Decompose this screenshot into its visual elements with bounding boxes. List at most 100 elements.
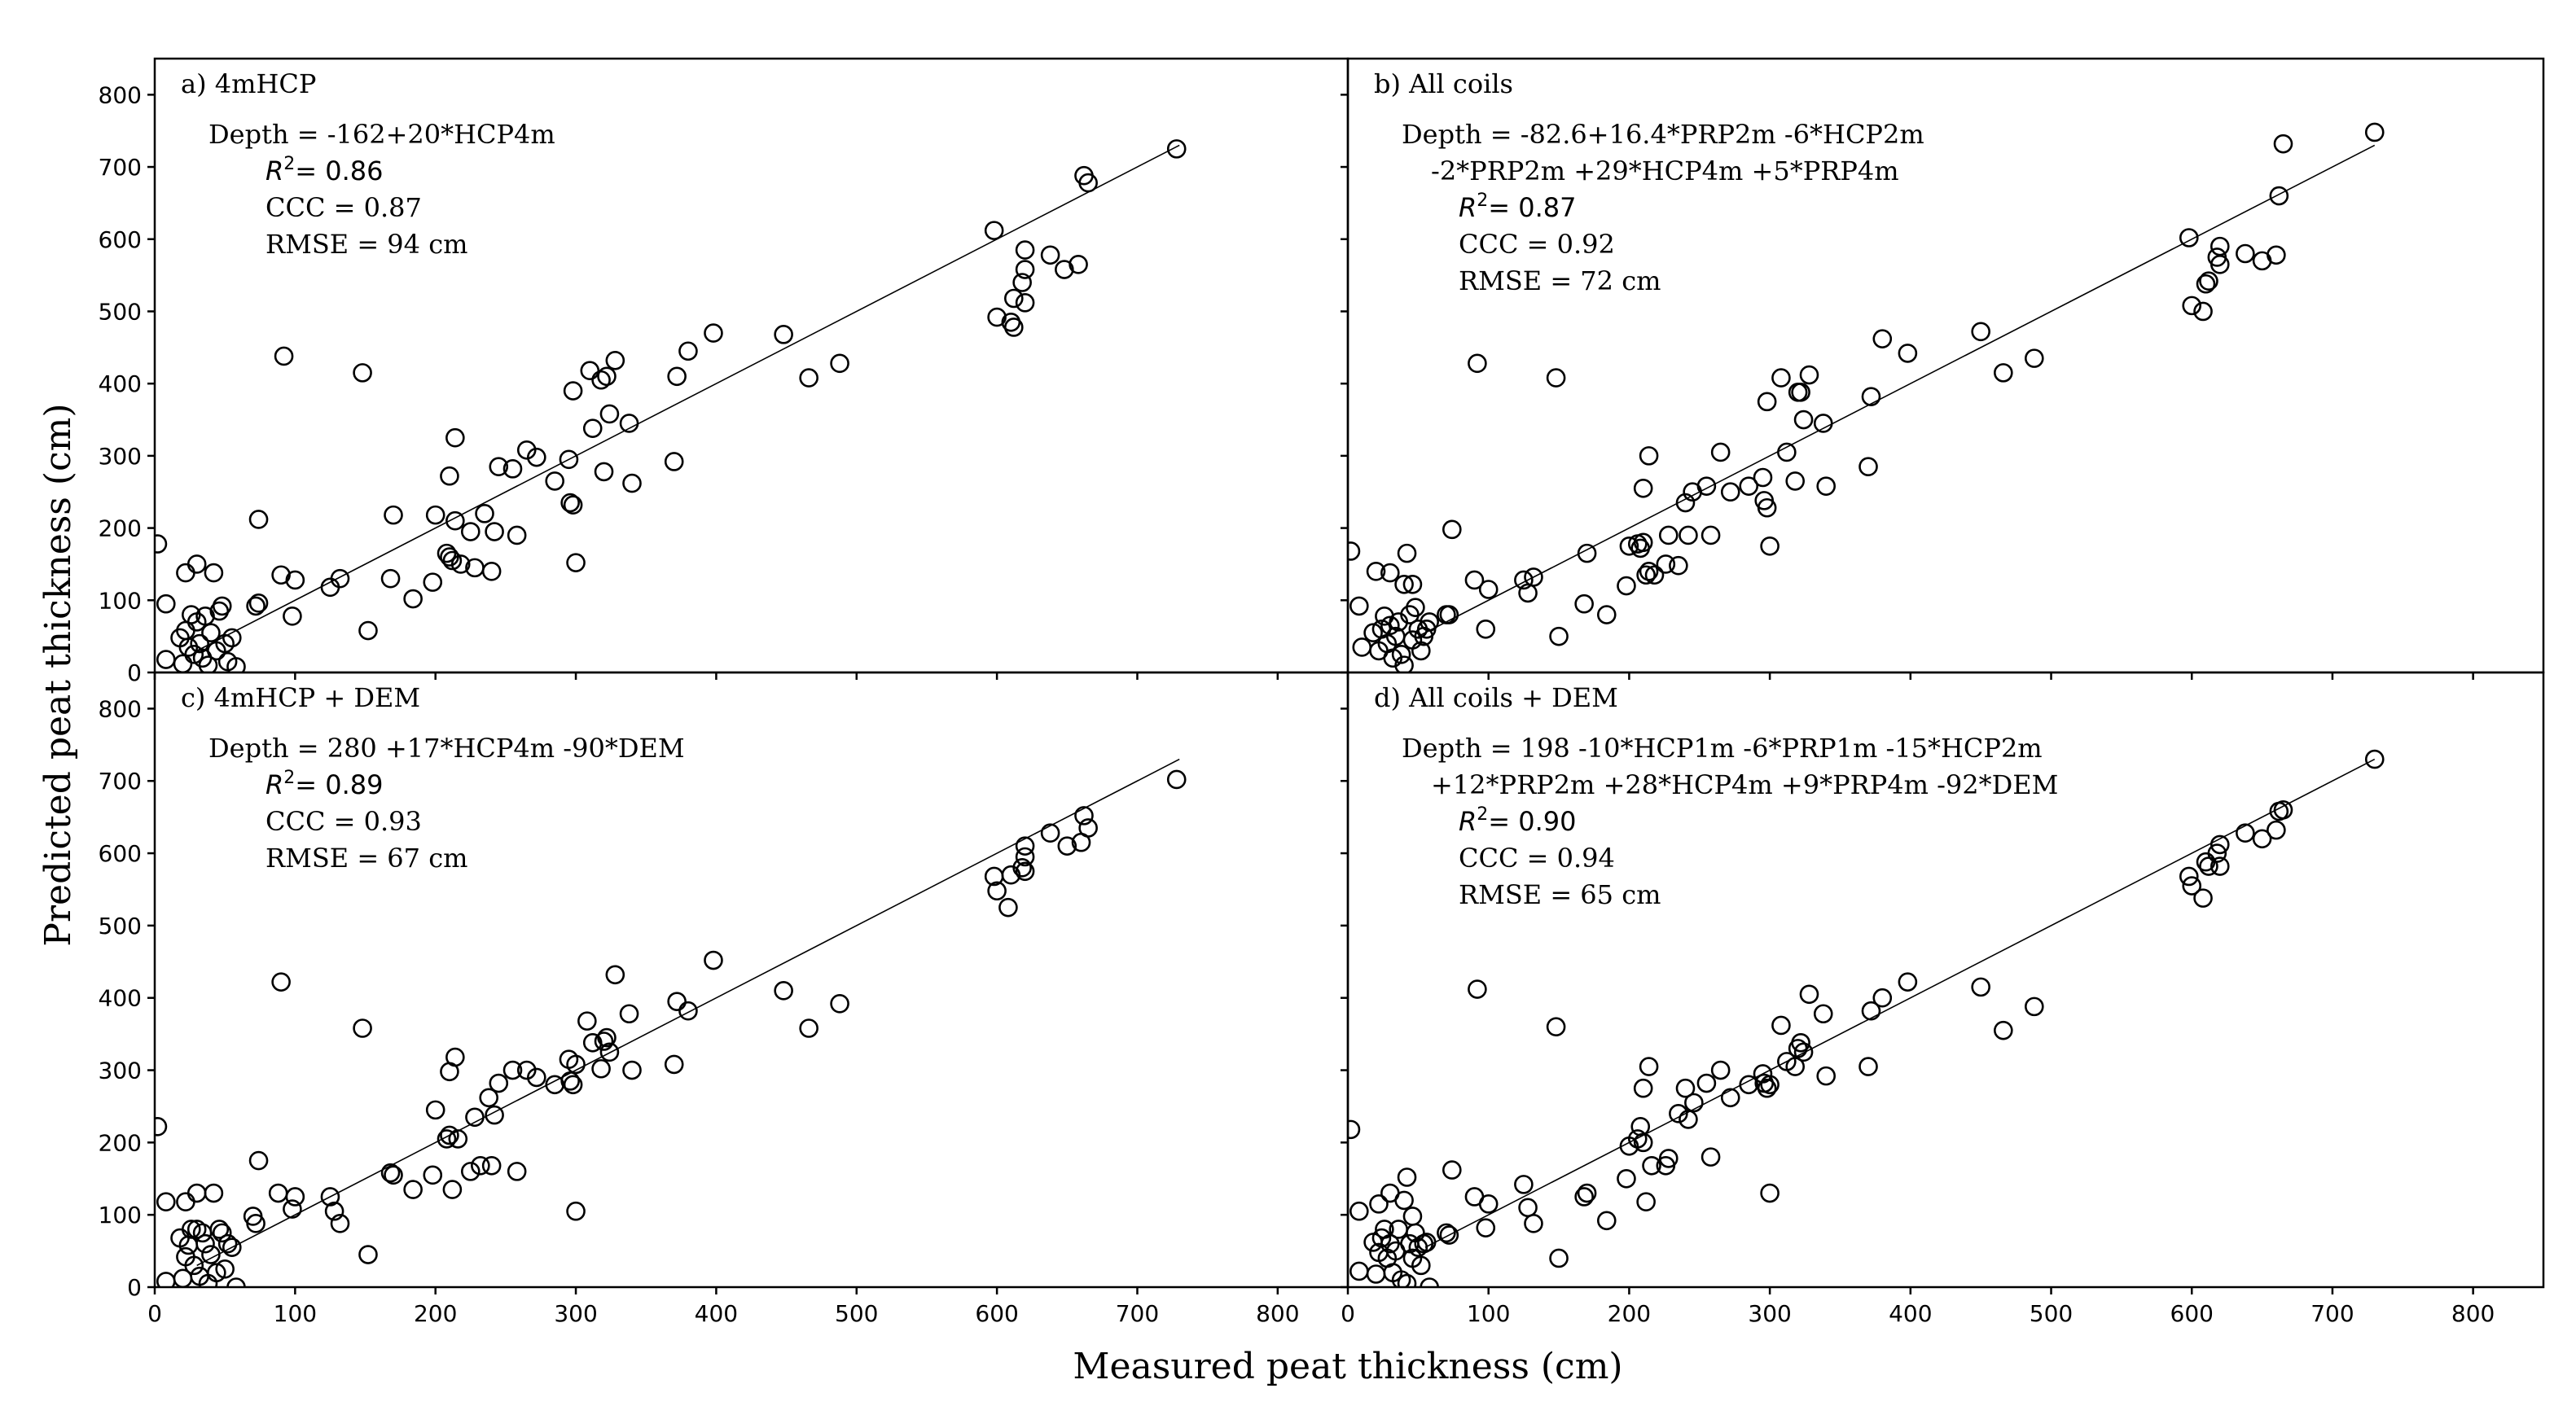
panel-c-point	[516, 1060, 537, 1080]
panel-d-point	[1720, 1088, 1740, 1108]
panel-b-equation-line: Depth = -82.6+16.4*PRP2m -6*HCP2m	[1402, 119, 1924, 150]
panel-b-point	[2199, 271, 2218, 291]
panel-c-xtick-label: 200	[414, 1300, 457, 1327]
panel-a-point	[204, 563, 224, 583]
panel-d-point	[1627, 1129, 1648, 1149]
panel-c-point	[774, 981, 793, 1001]
panel-a-ytick-label: 0	[127, 659, 142, 686]
panel-d-point	[1642, 1155, 1661, 1176]
panel-c-point	[358, 1245, 378, 1264]
panel-c: 0 100 200 300 400 500 600 700 800 0 100 200 300 400 50…	[99, 671, 1349, 1327]
panel-a-point	[201, 623, 221, 643]
panel-d: 0 100 200 300 400 500 600 700 800 d) All coils + …	[1341, 671, 2545, 1327]
panel-a-point	[187, 554, 207, 574]
panel-c-point	[605, 965, 625, 985]
panel-c-point	[1057, 836, 1077, 856]
panel-a-point	[597, 366, 617, 387]
panel-d-point	[1574, 1187, 1594, 1207]
panel-a-ytick-label: 100	[99, 587, 142, 614]
panel-a-point	[384, 505, 403, 525]
panel-a-point	[423, 572, 443, 592]
panel-b-point	[1348, 541, 1361, 561]
panel-c-point	[582, 1032, 603, 1053]
panel-d-point	[1397, 1167, 1417, 1187]
panel-b-point	[1619, 536, 1639, 556]
panel-c-xtick-label: 800	[1256, 1300, 1299, 1327]
panel-a-point	[502, 459, 523, 479]
panel-a-point	[485, 522, 504, 541]
panel-d-point	[2236, 823, 2255, 843]
panel-d-point	[1439, 1225, 1459, 1245]
panel-c-ytick-label: 300	[99, 1058, 142, 1084]
panel-a-ytick-label: 200	[99, 515, 142, 542]
panel-d-title: d) All coils + DEM	[1374, 682, 1618, 713]
panel-c-point	[184, 1255, 204, 1276]
panel-d-point	[2364, 749, 2385, 769]
panel-d-point	[1397, 1273, 1417, 1287]
panel-d-xtick-label: 400	[1889, 1300, 1932, 1327]
panel-b-point	[2267, 245, 2286, 265]
panel-c-point	[246, 1214, 265, 1233]
panel-b-point	[1411, 641, 1431, 661]
panel-c-plot-area	[155, 758, 1187, 1287]
panel-d-xtick-label: 800	[2451, 1300, 2495, 1327]
panel-d-point	[2267, 820, 2286, 840]
panel-b-point	[1644, 565, 1665, 585]
panel-b-point	[1658, 525, 1679, 545]
panel-a-point	[563, 495, 583, 515]
panel-a-point	[526, 447, 546, 467]
panel-a-ytick-label: 700	[99, 154, 142, 181]
panel-d-point	[1799, 984, 1819, 1005]
panel-b-point	[1397, 543, 1417, 563]
panel-b-point	[1696, 476, 1717, 496]
panel-b-point	[1394, 655, 1414, 672]
panel-c-point	[1015, 836, 1035, 856]
panel-a-rmse: RMSE = 94 cm	[265, 229, 467, 260]
panel-c-point	[1078, 818, 1098, 838]
panel-a-point	[987, 307, 1007, 327]
panel-a-point	[425, 505, 445, 525]
panel-a-point	[246, 596, 265, 616]
panel-d-point	[1675, 1078, 1696, 1098]
panel-c-point	[1015, 847, 1035, 867]
panel-d-point	[1349, 1201, 1369, 1221]
panel-d-point	[1442, 1160, 1462, 1180]
panel-a-point	[1055, 260, 1074, 279]
panel-b-point	[1813, 414, 1833, 433]
panel-b-point	[2196, 274, 2216, 294]
panel-c-point	[479, 1088, 499, 1108]
panel-b-point	[1757, 497, 1777, 518]
panel-c-point	[502, 1060, 523, 1080]
panel-b-point	[1549, 626, 1569, 646]
panel-b-point	[1596, 605, 1617, 624]
panel-a-point	[984, 221, 1004, 240]
panel-a-point	[799, 368, 818, 388]
panel-a-point	[1069, 255, 1088, 274]
panel-d-point	[2252, 829, 2272, 849]
panel-a-point	[248, 510, 269, 529]
panel-c-point	[155, 1117, 168, 1137]
panel-c-point	[577, 1011, 597, 1031]
panel-a-point	[545, 471, 565, 491]
panel-a-point	[330, 568, 350, 589]
panel-a-point	[622, 473, 642, 493]
panel-a-point	[481, 562, 502, 581]
panel-b-point	[1349, 596, 1369, 616]
panel-c-point	[560, 1071, 580, 1091]
panel-c-point	[1012, 858, 1032, 878]
panel-b-point	[1546, 368, 1566, 388]
panel-b-point	[1858, 457, 1878, 476]
panel-b-point	[1636, 565, 1656, 585]
panel-b-point	[1669, 555, 1688, 576]
panel-c-ytick-label: 200	[99, 1129, 142, 1156]
panel-a-point	[274, 346, 294, 366]
panel-a-point	[489, 457, 509, 476]
panel-c-point	[425, 1100, 445, 1120]
panel-a-point	[1040, 245, 1060, 265]
panel-c-point	[987, 881, 1007, 901]
panel-a-point	[156, 593, 176, 614]
panel-b-point	[1898, 344, 1918, 363]
panel-a-point	[1078, 173, 1098, 193]
